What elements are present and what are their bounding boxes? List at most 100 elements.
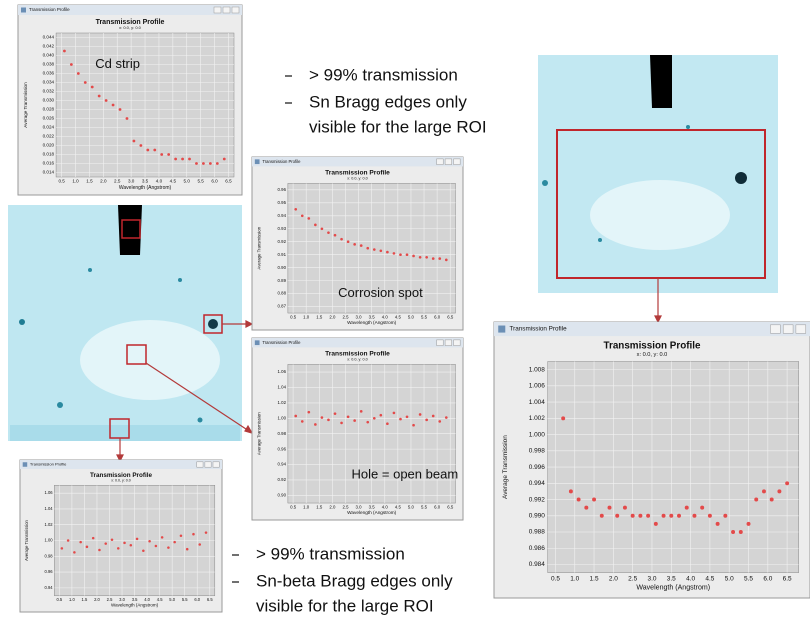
data-point — [432, 415, 435, 418]
x-tick-label: 1.5 — [316, 504, 323, 509]
y-tick-label: 0.87 — [278, 304, 287, 309]
y-tick-label: 0.020 — [43, 143, 55, 148]
x-tick-label: 6.0 — [763, 576, 772, 583]
y-tick-label: 0.986 — [529, 545, 546, 552]
window-button — [796, 325, 806, 333]
data-point — [153, 149, 156, 152]
y-tick-label: 0.96 — [45, 569, 54, 574]
data-point — [63, 50, 66, 53]
y-axis-label: Average Transmission — [23, 82, 28, 128]
x-tick-label: 4.5 — [705, 576, 714, 583]
window-button — [771, 325, 781, 333]
data-point — [785, 481, 789, 485]
x-tick-label: 4.5 — [395, 504, 402, 509]
x-tick-label: 3.5 — [132, 597, 138, 602]
data-point — [631, 514, 635, 518]
data-point — [155, 545, 158, 548]
data-point — [111, 538, 114, 541]
data-point — [161, 536, 164, 539]
data-point — [188, 158, 191, 161]
window-title: Transmission Profile — [262, 159, 301, 164]
chart-subtitle: x: 0.0, y: 0.0 — [119, 25, 142, 30]
window-button — [205, 462, 211, 467]
y-axis-label: Average Transmission — [257, 412, 262, 455]
data-point — [662, 514, 666, 518]
data-point — [321, 416, 324, 419]
y-tick-label: 0.95 — [278, 200, 287, 205]
x-tick-label: 2.0 — [329, 504, 336, 509]
data-point — [393, 412, 396, 415]
y-tick-label: 0.026 — [43, 116, 55, 121]
data-point — [334, 412, 337, 415]
y-tick-label: 1.006 — [529, 383, 546, 390]
x-tick-label: 1.5 — [316, 314, 323, 319]
data-point — [327, 419, 330, 422]
x-tick-label: 5.0 — [184, 179, 191, 184]
data-point — [340, 238, 343, 241]
bullet-text: visible for the large ROI — [256, 596, 434, 615]
x-tick-label: 0.5 — [58, 179, 65, 184]
x-tick-label: 4.0 — [686, 576, 695, 583]
data-point — [126, 117, 129, 120]
data-point — [98, 95, 101, 98]
data-point — [770, 498, 774, 502]
data-point — [747, 522, 751, 526]
y-tick-label: 1.04 — [278, 385, 287, 390]
bullet-text: > 99% transmission — [256, 544, 405, 563]
data-point — [148, 540, 151, 543]
y-tick-label: 1.002 — [529, 415, 546, 422]
x-tick-label: 6.0 — [211, 179, 218, 184]
data-point — [142, 550, 145, 553]
data-point — [167, 153, 170, 156]
data-point — [117, 547, 120, 550]
data-point — [84, 81, 87, 84]
profile-window: Transmission ProfileTransmission Profile… — [252, 157, 463, 330]
x-tick-label: 2.0 — [100, 179, 107, 184]
y-tick-label: 1.06 — [45, 490, 54, 495]
y-tick-label: 0.018 — [43, 152, 55, 157]
data-point — [186, 548, 189, 551]
y-tick-label: 0.040 — [43, 53, 55, 58]
y-tick-label: 1.004 — [529, 399, 546, 406]
x-tick-label: 3.0 — [647, 576, 656, 583]
data-point — [353, 243, 356, 246]
data-point — [192, 533, 195, 536]
x-tick-label: 4.5 — [395, 314, 402, 319]
window-button — [445, 159, 452, 165]
y-tick-label: 0.034 — [43, 80, 55, 85]
y-tick-label: 1.00 — [278, 415, 287, 420]
data-point — [173, 541, 176, 544]
data-point — [347, 415, 350, 418]
window-icon — [21, 8, 26, 13]
data-point — [592, 498, 596, 502]
x-tick-label: 1.0 — [72, 179, 79, 184]
data-point — [425, 256, 428, 259]
y-tick-label: 0.030 — [43, 98, 55, 103]
data-point — [754, 498, 758, 502]
data-point — [79, 541, 82, 544]
x-tick-label: 2.5 — [628, 576, 637, 583]
x-tick-label: 2.5 — [114, 179, 121, 184]
window-icon — [23, 462, 28, 467]
data-point — [569, 489, 573, 493]
x-tick-label: 4.0 — [382, 504, 389, 509]
x-tick-label: 0.5 — [551, 576, 560, 583]
data-point — [98, 549, 101, 552]
y-tick-label: 0.990 — [529, 512, 546, 519]
data-point — [708, 514, 712, 518]
data-point — [380, 249, 383, 252]
data-point — [180, 535, 183, 538]
data-point — [615, 514, 619, 518]
data-point — [393, 252, 396, 255]
data-point — [77, 72, 80, 75]
y-axis-label: Average Transmission — [257, 226, 262, 269]
y-tick-label: 0.036 — [43, 71, 55, 76]
window-button — [454, 340, 461, 346]
y-tick-label: 1.02 — [278, 400, 287, 405]
x-tick-label: 1.5 — [82, 597, 88, 602]
data-point — [412, 255, 415, 258]
x-tick-label: 6.0 — [194, 597, 200, 602]
data-point — [716, 522, 720, 526]
